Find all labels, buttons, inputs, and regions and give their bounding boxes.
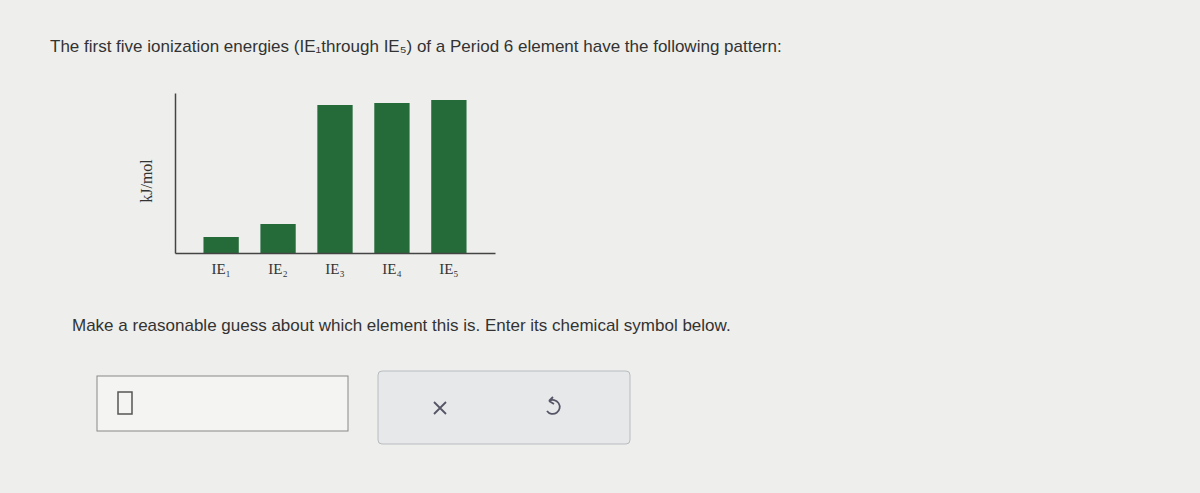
bar [431,100,466,253]
answer-input[interactable] [97,376,348,431]
prompt: Make a reasonable guess about which elem… [72,316,731,335]
x-tick-label: IE₂ [268,261,287,277]
x-tick: IE₂ [268,261,287,277]
bar [203,237,238,253]
bars [203,100,466,253]
y-axis-line [175,94,177,254]
x-tick: IE₁ [211,261,230,277]
x-tick-label: IE₁ [211,261,230,277]
x-tick-label: IE₃ [325,261,344,277]
undo-button[interactable] [547,397,560,414]
bar [317,105,352,253]
x-axis-line [176,253,496,255]
clear-button[interactable] [434,402,446,414]
x-tick-label: IE₅ [439,261,458,277]
x-axis: IE₁ IE₂ IE₃ IE₄ IE₅ [176,254,496,278]
background [0,0,1200,493]
bar [260,224,295,253]
page: The first five ionization energies (IE₁t… [0,0,1200,493]
x-tick-label: IE₄ [382,261,401,277]
input-cursor [118,392,132,414]
button-panel [378,371,630,444]
bar [374,103,409,253]
y-label: kJ/mol [138,159,155,203]
x-tick: IE₅ [439,261,458,277]
x-tick: IE₄ [382,261,401,277]
title: The first five ionization energies (IE₁t… [50,37,782,56]
y-axis [175,94,176,254]
x-tick: IE₃ [325,261,344,277]
